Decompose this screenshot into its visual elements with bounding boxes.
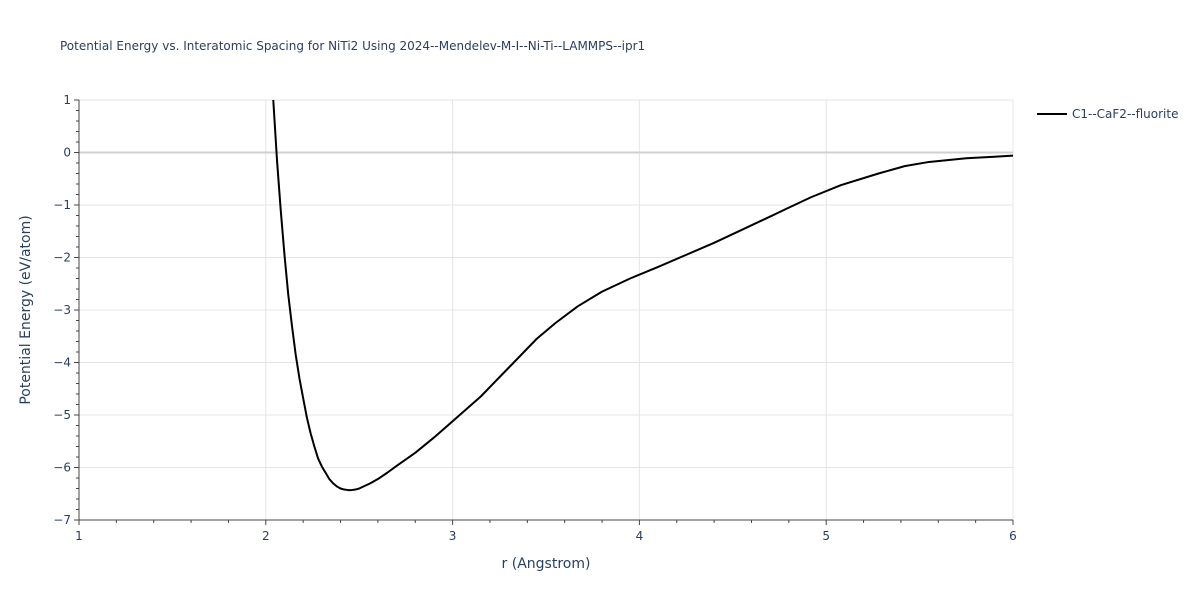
- series-line: [272, 99, 1014, 492]
- axes: [74, 99, 1014, 525]
- x-tick-label: 1: [75, 529, 83, 543]
- y-tick-label: −4: [53, 356, 71, 370]
- y-tick-label: 0: [63, 146, 71, 160]
- y-tick-label: −6: [53, 461, 71, 475]
- chart-title: Potential Energy vs. Interatomic Spacing…: [60, 39, 645, 53]
- y-tick-label: −7: [53, 513, 71, 527]
- y-tick-labels: 1 0 −1 −2 −3 −4 −5 −6 −7: [53, 93, 71, 527]
- y-axis-title: Potential Energy (eV/atom): [18, 215, 34, 404]
- x-tick-label: 3: [449, 529, 457, 543]
- y-tick-label: −1: [53, 198, 71, 212]
- y-tick-label: −2: [53, 251, 71, 265]
- x-tick-label: 5: [822, 529, 830, 543]
- x-tick-label: 6: [1009, 529, 1017, 543]
- legend[interactable]: C1--CaF2--fluorite: [1037, 107, 1178, 121]
- y-tick-label: 1: [63, 93, 71, 107]
- x-tick-label: 4: [636, 529, 644, 543]
- y-tick-label: −5: [53, 408, 71, 422]
- x-axis-title: r (Angstrom): [502, 556, 591, 572]
- y-tick-label: −3: [53, 303, 71, 317]
- x-tick-label: 2: [262, 529, 270, 543]
- series-group: [272, 99, 1014, 492]
- legend-item-label: C1--CaF2--fluorite: [1072, 107, 1178, 121]
- x-tick-labels: 1 2 3 4 5 6: [75, 529, 1017, 543]
